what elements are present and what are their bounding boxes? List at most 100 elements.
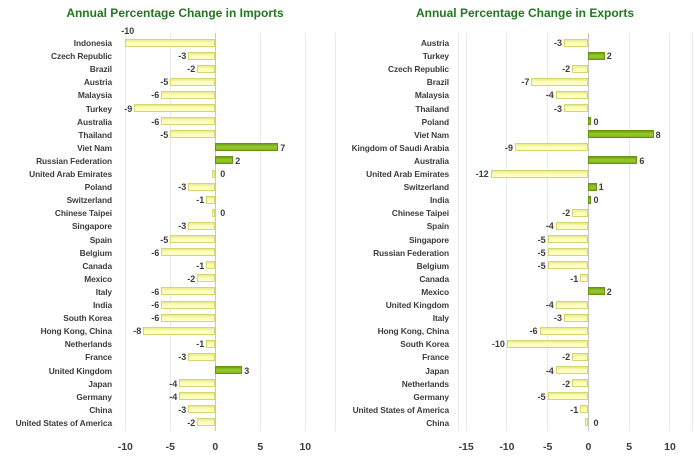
bar xyxy=(555,366,589,375)
category-label: Mexico xyxy=(84,273,112,284)
x-tick-label: 0 xyxy=(212,441,219,453)
value-label: -3 xyxy=(178,404,187,415)
value-label: -3 xyxy=(178,182,187,193)
value-label: -2 xyxy=(562,64,571,75)
bar xyxy=(572,379,589,388)
value-label: 1 xyxy=(598,182,604,193)
category-label: Indonesia xyxy=(73,38,112,49)
category-label: South Korea xyxy=(63,313,112,324)
category-label: China xyxy=(426,417,449,428)
value-label: -4 xyxy=(169,378,178,389)
x-tick-label: 10 xyxy=(299,441,312,453)
bar xyxy=(170,77,216,86)
zero-axis-line xyxy=(587,33,589,431)
value-label: -4 xyxy=(169,391,178,402)
bar xyxy=(580,405,589,414)
gridline xyxy=(506,33,508,431)
bar xyxy=(206,339,216,348)
category-label: Viet Nam xyxy=(414,129,449,140)
bar xyxy=(161,300,216,309)
value-label: -10 xyxy=(491,339,505,350)
category-label: Malaysia xyxy=(77,90,112,101)
category-label: United Kingdom xyxy=(385,300,449,311)
value-label: -2 xyxy=(562,208,571,219)
bar xyxy=(588,156,638,165)
x-tick-label: -10 xyxy=(499,441,515,453)
category-label: Mexico xyxy=(421,286,449,297)
bar xyxy=(580,274,589,283)
x-tick-label: -5 xyxy=(543,441,553,453)
value-label: -1 xyxy=(196,195,205,206)
value-label: -10 xyxy=(121,25,135,36)
bar xyxy=(555,90,589,99)
category-label: Russian Federation xyxy=(36,155,112,166)
gridline xyxy=(124,33,126,431)
value-label: -5 xyxy=(160,77,169,88)
value-label: -4 xyxy=(545,90,554,101)
value-label: -5 xyxy=(160,234,169,245)
value-label: -7 xyxy=(521,77,530,88)
bar xyxy=(547,248,589,257)
bar xyxy=(572,208,589,217)
gridline xyxy=(304,33,306,431)
bar xyxy=(215,156,234,165)
bar xyxy=(206,261,216,270)
category-label: Canada xyxy=(419,273,449,284)
bar xyxy=(212,169,216,178)
category-label: Singapore xyxy=(408,234,449,245)
category-label: Belgium xyxy=(79,247,112,258)
category-label: United Kingdom xyxy=(48,365,112,376)
category-label: Netherlands xyxy=(64,339,112,350)
bar xyxy=(161,90,216,99)
bar xyxy=(206,195,216,204)
gridline xyxy=(628,33,630,431)
value-label: -5 xyxy=(537,260,546,271)
value-label: 0 xyxy=(593,195,599,206)
value-label: -5 xyxy=(160,129,169,140)
bar xyxy=(212,208,216,217)
value-label: -4 xyxy=(545,221,554,232)
category-label: China xyxy=(89,404,112,415)
bar xyxy=(161,117,216,126)
category-label: Thailand xyxy=(415,103,449,114)
value-label: -3 xyxy=(553,38,562,49)
category-label: Turkey xyxy=(85,103,112,114)
bar xyxy=(170,235,216,244)
value-label: -9 xyxy=(124,103,133,114)
category-label: United Arab Emirates xyxy=(366,169,449,180)
category-label: India xyxy=(429,195,449,206)
plot-left-border xyxy=(458,33,459,431)
x-tick-label: 5 xyxy=(257,441,264,453)
bar xyxy=(555,300,589,309)
bar xyxy=(215,366,243,375)
category-label: Germany xyxy=(413,391,449,402)
bar xyxy=(179,379,216,388)
value-label: 7 xyxy=(280,142,286,153)
bar xyxy=(188,51,216,60)
category-label: Switzerland xyxy=(403,182,450,193)
value-label: -6 xyxy=(151,300,160,311)
bar xyxy=(125,38,216,47)
bar xyxy=(515,143,589,152)
bar xyxy=(547,261,589,270)
value-label: -4 xyxy=(545,365,554,376)
category-label: Germany xyxy=(76,391,112,402)
category-label: Malaysia xyxy=(414,90,449,101)
category-label: United Arab Emirates xyxy=(29,169,112,180)
category-label: Chinese Taipei xyxy=(391,208,449,219)
category-label: Netherlands xyxy=(401,378,449,389)
category-label: Australia xyxy=(77,116,112,127)
category-label: Turkey xyxy=(422,51,449,62)
bar xyxy=(588,195,592,204)
gridline xyxy=(465,33,467,431)
category-label: Poland xyxy=(421,116,449,127)
value-label: -2 xyxy=(562,352,571,363)
exports-chart: Annual Percentage Change in Exports Aust… xyxy=(350,0,700,469)
category-label: Viet Nam xyxy=(77,142,112,153)
value-label: -2 xyxy=(187,417,196,428)
bar xyxy=(588,51,605,60)
category-label: Czech Republic xyxy=(388,64,449,75)
x-tick-label: -5 xyxy=(165,441,175,453)
category-label: Brazil xyxy=(89,64,112,75)
value-label: -2 xyxy=(562,378,571,389)
